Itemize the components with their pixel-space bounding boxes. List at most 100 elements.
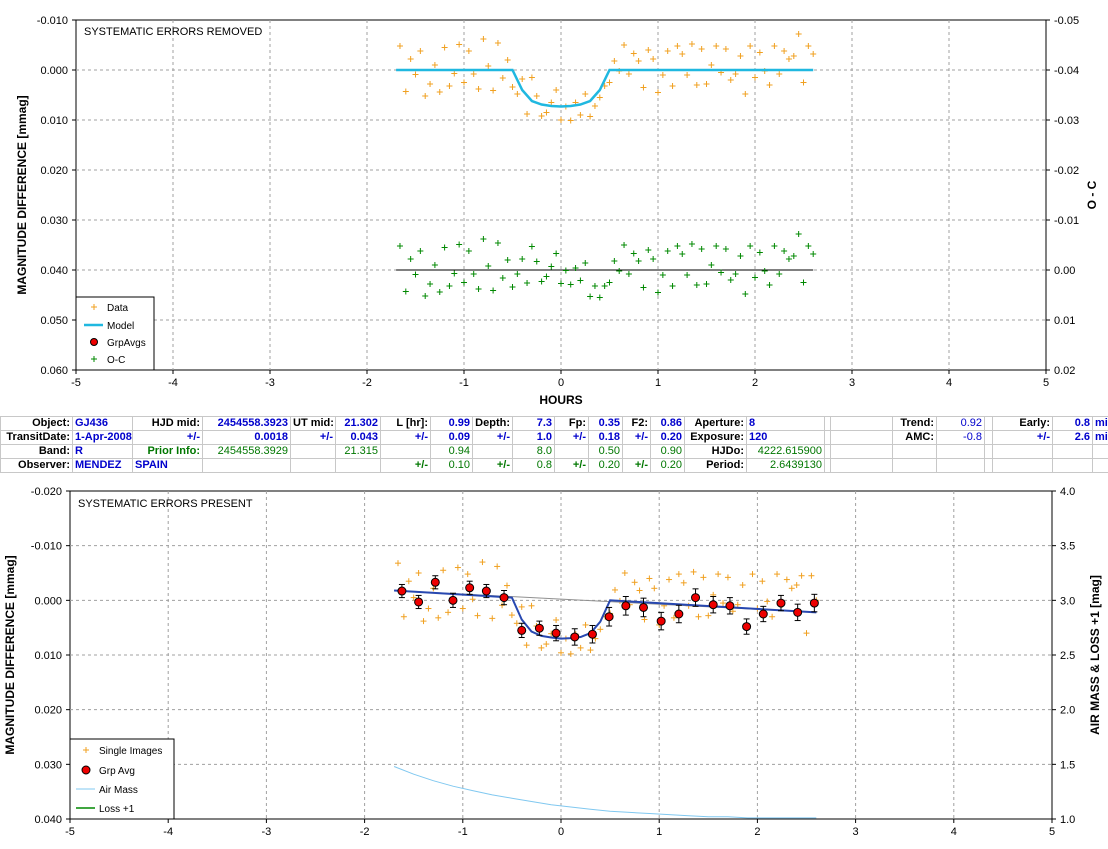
oc-point: [640, 284, 647, 291]
single-image-point: [523, 642, 530, 649]
y2-tick-label: 1.5: [1060, 759, 1075, 771]
data-point: [431, 62, 438, 68]
info-row: Object: GJ436 HJD mid: 2454558.3923 UT mid: 2…: [0, 416, 1108, 431]
data-point: [548, 99, 555, 106]
grp-avg-marker: [793, 607, 803, 617]
info-cell: +/-: [380, 430, 431, 445]
info-cell: [984, 430, 993, 445]
info-cell: 2.6439130: [746, 458, 825, 473]
y2-tick-label: -0.01: [1054, 215, 1079, 227]
oc-point: [747, 243, 754, 249]
data-point: [524, 111, 531, 117]
info-cell: 0.10: [430, 458, 473, 473]
y2-tick-label: -0.02: [1054, 165, 1079, 177]
info-cell: 0.8: [512, 458, 555, 473]
grp-avg-marker: [621, 601, 631, 611]
info-row: Observer: MENDEZ SPAIN +/- 0.10 +/- 0.8 +/- 0.20…: [0, 458, 1108, 473]
oc-point: [790, 253, 797, 259]
single-image-point: [489, 615, 496, 622]
data-point: [776, 71, 783, 77]
data-point: [805, 43, 812, 49]
info-cell: 8: [746, 416, 825, 431]
data-point: [485, 63, 492, 69]
info-cell: +/-: [622, 430, 651, 445]
oc-point: [688, 241, 695, 247]
oc-point: [509, 284, 516, 290]
data-point: [427, 81, 434, 87]
oc-point: [761, 268, 768, 274]
oc-point: [752, 274, 758, 281]
x-tick-label: 0: [558, 377, 564, 389]
oc-point: [504, 257, 511, 263]
x-tick-label: -1: [458, 826, 468, 838]
single-image-point: [666, 576, 673, 583]
data-point: [587, 113, 594, 120]
data-point: [640, 84, 647, 91]
data-point: [727, 77, 734, 83]
oc-point: [601, 283, 608, 289]
data-point: [645, 47, 652, 53]
legend-label: GrpAvgs: [107, 338, 146, 349]
oc-point: [756, 249, 763, 256]
info-cell: Band:: [0, 444, 73, 459]
x-tick-label: -1: [459, 377, 469, 389]
single-image-point: [690, 568, 697, 575]
grp-avg-point: [465, 580, 475, 595]
y2-tick-label: 2.0: [1060, 705, 1075, 717]
data-point: [499, 75, 506, 81]
y2-tick-label: 3.0: [1060, 595, 1075, 607]
grp-avg-point: [638, 597, 648, 618]
data-point: [752, 74, 758, 81]
oc-point: [402, 288, 409, 295]
data-point: [514, 91, 521, 97]
legend-label: Single Images: [99, 746, 162, 757]
grp-avg-point: [708, 596, 718, 614]
info-cell: +/-: [380, 458, 431, 473]
info-cell: 0.92: [936, 416, 985, 431]
info-cell: 0.09: [430, 430, 473, 445]
single-image-point: [803, 630, 810, 637]
x-tick-label: -4: [163, 826, 173, 838]
y2-tick-label: -0.04: [1054, 65, 1079, 77]
data-point: [456, 41, 463, 48]
y-tick-label: 0.000: [34, 595, 62, 607]
oc-point: [494, 240, 501, 246]
oc-point: [480, 236, 487, 242]
oc-point: [475, 286, 482, 292]
info-cell: 0.50: [588, 444, 623, 459]
oc-point: [412, 271, 419, 278]
info-grid: Object: GJ436 HJD mid: 2454558.3923 UT mid: 2…: [0, 416, 1108, 473]
oc-point: [587, 293, 594, 300]
info-cell: 120: [746, 430, 825, 445]
single-image-point: [788, 585, 795, 592]
data-point: [436, 89, 443, 95]
y-tick-label: -0.010: [31, 541, 62, 553]
data-point: [655, 89, 661, 96]
oc-point: [722, 246, 729, 252]
grp-avg-marker: [448, 595, 458, 605]
data-point: [684, 72, 691, 78]
grp-avg-point: [430, 575, 440, 590]
grp-avg-marker: [708, 600, 718, 610]
info-cell: Trend:: [892, 416, 937, 431]
info-cell: Observer:: [0, 458, 73, 473]
oc-point: [679, 251, 686, 257]
oc-point: [485, 263, 492, 269]
legend: Data Model GrpAvgs O-C: [75, 296, 155, 371]
oc-point: [572, 265, 579, 271]
info-cell: Aperture:: [684, 416, 747, 431]
oc-point: [519, 256, 526, 262]
oc-point: [558, 280, 564, 287]
info-cell: +/-: [290, 430, 336, 445]
oc-point: [456, 241, 463, 248]
legend-label: Air Mass: [99, 785, 138, 796]
grp-avg-marker: [587, 629, 597, 639]
single-image-point: [651, 585, 658, 592]
data-point: [475, 86, 482, 92]
oc-point: [742, 291, 749, 297]
x-tick-label: 0: [558, 826, 564, 838]
info-cell: +/-: [992, 430, 1053, 445]
single-image-point: [445, 609, 452, 616]
single-image-point: [528, 602, 535, 609]
info-cell: [1092, 458, 1108, 473]
